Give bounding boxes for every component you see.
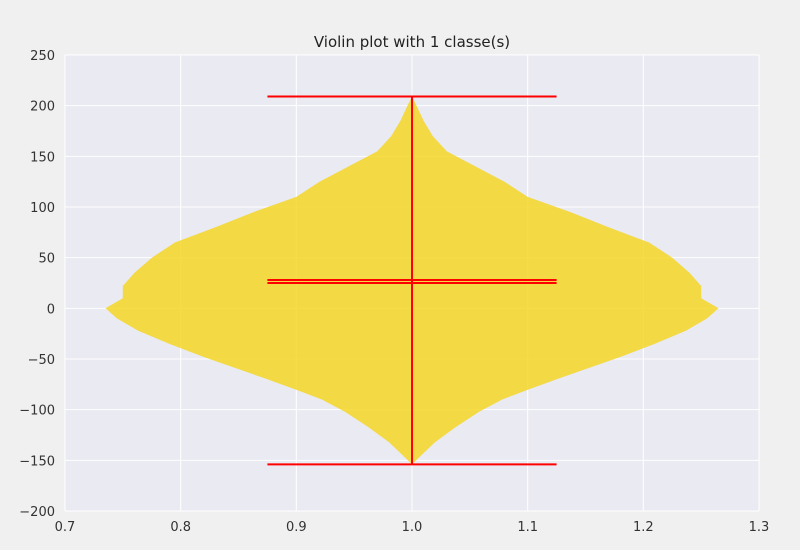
y-tick-label: 200 [30,100,55,115]
x-tick-labels: 0.7 0.8 0.9 1.0 1.1 1.2 1.3 [55,520,770,535]
x-tick-label: 0.8 [170,520,191,535]
chart-title: Violin plot with 1 classe(s) [314,33,510,51]
violin-series [105,95,719,466]
x-tick-label: 1.0 [402,520,423,535]
y-tick-label: −150 [19,454,55,469]
x-tick-label: 1.1 [517,520,538,535]
x-tick-label: 1.3 [749,520,770,535]
y-tick-label: 0 [47,302,55,317]
y-tick-label: −50 [28,353,55,368]
y-tick-label: 250 [30,49,55,64]
x-tick-label: 1.2 [633,520,654,535]
y-tick-label: −100 [19,404,55,419]
y-tick-label: 150 [30,150,55,165]
x-tick-label: 0.7 [55,520,76,535]
y-tick-label: −200 [19,505,55,520]
y-tick-label: 50 [38,252,55,267]
y-tick-labels: −200 −150 −100 −50 0 50 100 150 200 250 [19,49,55,520]
y-tick-label: 100 [30,201,55,216]
x-tick-label: 0.9 [286,520,307,535]
